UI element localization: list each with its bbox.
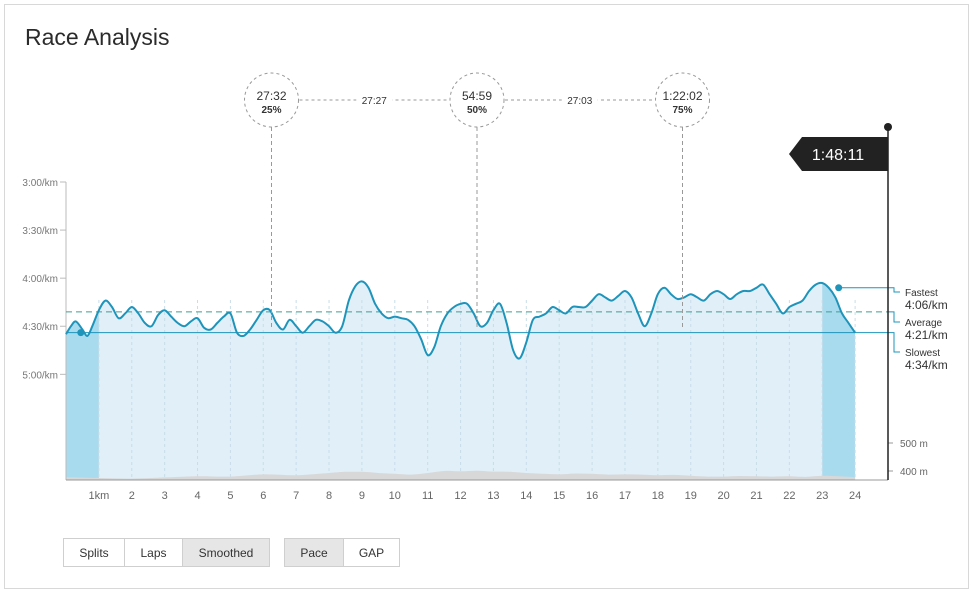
highlight-band-1 <box>822 281 856 480</box>
y-tick-label: 4:30/km <box>22 322 58 333</box>
smoothed-button[interactable]: Smoothed <box>183 538 270 567</box>
y-tick-label: 3:00/km <box>22 178 58 189</box>
laps-button[interactable]: Laps <box>125 538 183 567</box>
x-tick-label: 22 <box>783 490 795 502</box>
gap-button[interactable]: GAP <box>344 538 400 567</box>
elevation-label: 400 m <box>900 467 928 478</box>
pace-line <box>65 280 856 360</box>
y-tick-label: 5:00/km <box>22 370 58 381</box>
finish-pole-top <box>884 123 892 131</box>
slowest-connector <box>888 332 900 353</box>
x-tick-label: 5 <box>227 490 233 502</box>
x-tick-label: 8 <box>326 490 332 502</box>
x-tick-label: 24 <box>849 490 861 502</box>
x-tick-label: 7 <box>293 490 299 502</box>
slowest-value: 4:34/km <box>905 358 948 372</box>
x-tick-label: 9 <box>359 490 365 502</box>
slowest-marker <box>77 329 85 337</box>
fastest-connector <box>888 287 900 293</box>
view-toggle-group: Splits Laps Smoothed <box>63 538 270 567</box>
x-tick-label: 18 <box>652 490 664 502</box>
average-label: Average <box>905 318 943 329</box>
finish-time: 1:48:11 <box>812 147 864 164</box>
x-tick-label: 3 <box>162 490 168 502</box>
fastest-label: Fastest <box>905 288 938 299</box>
race-analysis-panel <box>4 4 969 589</box>
elevation-label: 500 m <box>900 439 928 450</box>
checkpoint-circle <box>655 72 710 128</box>
checkpoint-time: 27:32 <box>256 89 286 103</box>
page-title: Race Analysis <box>25 24 170 50</box>
x-tick-label: 21 <box>750 490 762 502</box>
segment-time: 27:03 <box>567 96 592 107</box>
x-tick-label: 10 <box>389 490 401 502</box>
segment-time: 27:27 <box>362 96 387 107</box>
x-tick-label: 6 <box>260 490 266 502</box>
checkpoint-percent: 25% <box>261 105 281 116</box>
segment-label-bg <box>356 93 393 107</box>
x-tick-label: 4 <box>194 490 200 502</box>
splits-button[interactable]: Splits <box>63 538 125 567</box>
x-tick-label: 2 <box>129 490 135 502</box>
y-tick-label: 3:30/km <box>22 226 58 237</box>
x-tick-label: 23 <box>816 490 828 502</box>
checkpoint-time: 1:22:02 <box>662 89 702 103</box>
checkpoint-percent: 50% <box>467 105 487 116</box>
pace-button[interactable]: Pace <box>284 538 344 567</box>
fastest-marker <box>835 284 843 292</box>
segment-label-bg <box>561 93 598 107</box>
elevation-profile <box>66 470 856 480</box>
x-tick-label: 16 <box>586 490 598 502</box>
slowest-label: Slowest <box>905 348 940 359</box>
x-tick-label: 15 <box>553 490 565 502</box>
checkpoint-circle <box>244 72 299 128</box>
x-tick-label: 17 <box>619 490 631 502</box>
x-tick-label: 11 <box>422 490 433 502</box>
y-tick-label: 4:00/km <box>22 274 58 285</box>
x-tick-label: 13 <box>487 490 499 502</box>
checkpoint-time: 54:59 <box>462 89 492 103</box>
average-connector <box>888 311 900 323</box>
average-value: 4:21/km <box>905 328 948 342</box>
x-tick-label: 19 <box>685 490 697 502</box>
x-tick-label: 1km <box>88 490 109 502</box>
x-tick-label: 12 <box>454 490 466 502</box>
x-tick-label: 20 <box>717 490 729 502</box>
finish-flag <box>789 137 888 171</box>
x-tick-label: 14 <box>520 490 532 502</box>
checkpoint-percent: 75% <box>672 105 692 116</box>
metric-toggle-group: Pace GAP <box>284 538 400 567</box>
checkpoint-circle <box>449 72 505 128</box>
fastest-value: 4:06/km <box>905 298 948 312</box>
